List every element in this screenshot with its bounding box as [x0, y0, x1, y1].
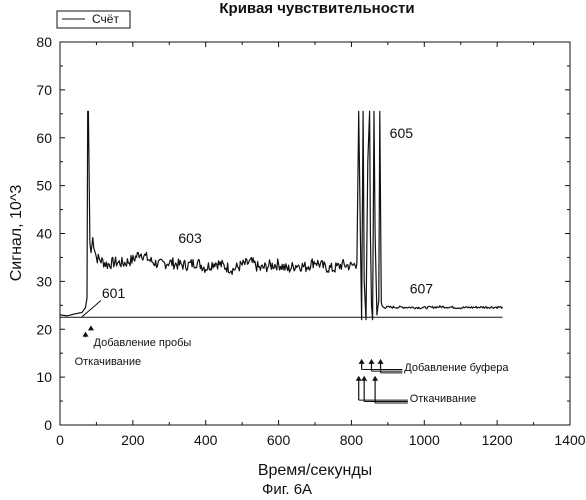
- legend-entry: Счёт: [92, 12, 119, 26]
- buffer-arrow-head: [378, 359, 384, 364]
- y-tick-label: 0: [44, 417, 52, 433]
- series-line-count: [60, 111, 503, 319]
- x-axis: 0 200 400 600 800 1000 1200 1400: [56, 42, 586, 448]
- buffer-arrow-head: [368, 359, 374, 364]
- y-tick-label: 30: [36, 273, 52, 289]
- pump-arrow-head: [356, 376, 362, 381]
- x-tick-label: 800: [340, 432, 364, 448]
- x-tick-label: 1000: [409, 432, 440, 448]
- y-tick-label: 60: [36, 130, 52, 146]
- y-tick-label: 40: [36, 226, 52, 242]
- annotation-label: 605: [390, 125, 414, 141]
- annotation-label: 607: [410, 280, 434, 296]
- pump-arrow-head: [372, 376, 378, 381]
- y-tick-label: 80: [36, 34, 52, 50]
- x-axis-label: Время/секунды: [258, 462, 372, 479]
- start-arrow-head: [88, 325, 94, 330]
- y-axis-label: Сигнал, 10^3: [8, 185, 25, 282]
- x-tick-label: 200: [121, 432, 145, 448]
- start-arrow-head: [83, 332, 89, 337]
- x-tick-label: 400: [194, 432, 218, 448]
- annotation-arrows: [82, 301, 408, 403]
- chart-title: Кривая чувствительности: [219, 0, 414, 17]
- legend: Счёт: [57, 11, 130, 28]
- annotation-label: 603: [178, 230, 202, 246]
- figure-caption: Фиг. 6A: [262, 481, 312, 498]
- y-tick-label: 10: [36, 369, 52, 385]
- annotation-label: 601: [102, 285, 126, 301]
- x-tick-label: 1400: [554, 432, 585, 448]
- x-tick-label: 1200: [482, 432, 513, 448]
- x-tick-label: 0: [56, 432, 64, 448]
- annotation-label: Добавление пробы: [94, 337, 192, 349]
- x-tick-label: 600: [267, 432, 291, 448]
- y-tick-label: 70: [36, 82, 52, 98]
- annotation-label: Откачивание: [75, 356, 142, 368]
- y-tick-label: 20: [36, 321, 52, 337]
- annotation-label: Добавление буфера: [404, 362, 509, 374]
- y-tick-label: 50: [36, 178, 52, 194]
- pump-arrow-head: [361, 376, 367, 381]
- buffer-arrow-head: [359, 359, 365, 364]
- annotation-label: Откачивание: [410, 393, 477, 405]
